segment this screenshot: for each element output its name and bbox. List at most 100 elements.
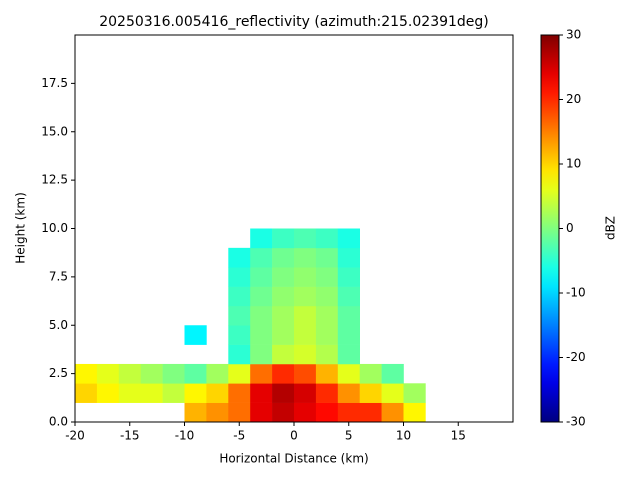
y-tick-label: 12.5 [41,173,68,187]
heat-cell [206,363,229,384]
heat-cell [272,228,295,249]
heat-cell [337,325,360,345]
heat-cell [315,325,339,345]
y-tick-label: 15.0 [41,124,68,138]
heat-cell [250,363,273,384]
colorbar-tick-label: -10 [566,286,586,300]
heat-cell [228,286,251,307]
heat-cell [272,247,295,268]
heat-cell [228,344,251,365]
heat-cell [184,325,207,345]
heat-cell [294,363,317,384]
heat-cell [75,383,98,403]
x-tick-label: -20 [65,429,85,443]
heat-cell [315,267,339,287]
heat-cell [228,325,251,345]
heat-cell [272,286,295,307]
x-tick-label: -5 [233,429,245,443]
heat-cell [337,247,360,268]
x-tick-label: 15 [451,429,466,443]
heat-cell [294,325,317,345]
heat-cell [228,267,251,287]
heat-cell [96,363,120,384]
y-axis-label: Height (km) [14,192,28,263]
y-tick-label: 5.0 [49,318,68,332]
heat-cell [184,402,207,423]
heat-cell [294,383,317,403]
heat-cell [206,383,229,403]
heat-cell [359,402,382,423]
heat-cell [381,383,404,403]
heat-cell [315,344,339,365]
heat-cell [272,402,295,423]
heat-cell [403,383,426,403]
heat-cell [337,286,360,307]
heat-cell [96,383,120,403]
heat-cell [337,402,360,423]
heat-cell [272,344,295,365]
heat-cell [403,402,426,423]
heat-cell [184,383,207,403]
heat-cell [294,228,317,249]
heat-cell [315,305,339,326]
heat-cell [272,363,295,384]
colorbar-tick-label: 0 [566,221,574,235]
heat-cell [337,267,360,287]
heat-cell [250,325,273,345]
colorbar-tick-label: 30 [566,28,581,42]
heat-cell [162,363,185,384]
heat-cell [315,402,339,423]
heat-cell [294,286,317,307]
heat-cell [294,247,317,268]
heat-cell [272,267,295,287]
heat-cell [315,286,339,307]
heat-cell [381,363,404,384]
x-tick-label: -10 [175,429,195,443]
y-tick-label: 2.5 [49,366,68,380]
heat-cell [228,363,251,384]
heat-cell [228,305,251,326]
heat-cell [294,305,317,326]
heat-cell [315,247,339,268]
x-tick-label: -15 [120,429,140,443]
colorbar [541,35,559,422]
heat-cell [250,286,273,307]
heat-cell [118,363,141,384]
heat-cell [315,383,339,403]
heat-cell [228,383,251,403]
heat-cell [250,383,273,403]
colorbar-tick-label: -30 [566,415,586,429]
heat-cell [228,247,251,268]
heat-cell [381,402,404,423]
heat-cell [337,363,360,384]
heat-cell [272,325,295,345]
heat-cell [140,383,163,403]
heat-cell [75,363,98,384]
heat-cell [272,383,295,403]
heat-cell [250,228,273,249]
y-tick-label: 17.5 [41,76,68,90]
heat-cell [250,402,273,423]
chart-title: 20250316.005416_reflectivity (azimuth:21… [99,14,489,30]
heat-cell [250,344,273,365]
heat-cell [294,402,317,423]
heat-cell [118,383,141,403]
x-tick-label: 10 [396,429,411,443]
heat-cell [294,344,317,365]
colorbar-tick-label: 20 [566,92,581,106]
colorbar-tick-label: -20 [566,350,586,364]
x-tick-label: 0 [290,429,298,443]
heat-cell [337,383,360,403]
heat-cell [315,363,339,384]
heat-cell [272,305,295,326]
colorbar-tick-label: 10 [566,157,581,171]
heat-cell [359,363,382,384]
heat-cell [359,383,382,403]
heat-cell [294,267,317,287]
y-tick-label: 0.0 [49,415,68,429]
heat-cell [206,402,229,423]
heat-cell [184,363,207,384]
heat-cell [337,228,360,249]
colorbar-label: dBZ [604,216,618,240]
